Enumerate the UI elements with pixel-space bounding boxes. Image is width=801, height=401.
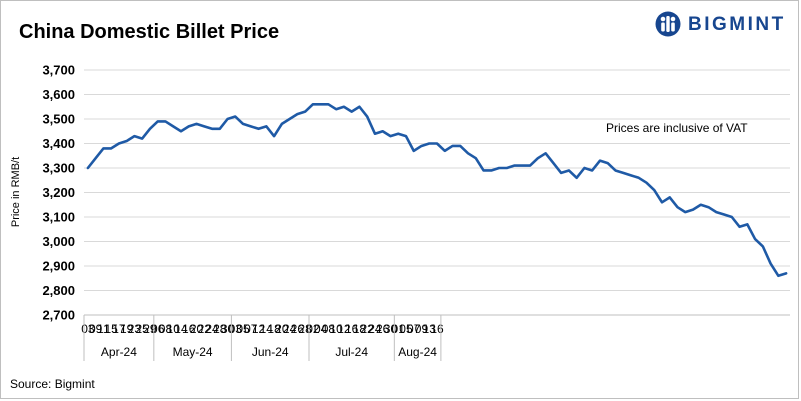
x-tick-label: 01 xyxy=(392,322,406,336)
y-tick-label: 2,900 xyxy=(42,259,75,274)
x-tick-label: 14 xyxy=(260,322,274,336)
x-tick-label: 08 xyxy=(159,322,173,336)
x-tick-label: 16 xyxy=(345,322,359,336)
x-tick-label: 13 xyxy=(423,322,437,336)
x-tick-label: 11 xyxy=(97,322,110,336)
x-tick-label: 24 xyxy=(205,322,219,336)
x-tick-label: 12 xyxy=(252,322,266,336)
y-tick-labels: 2,700 2,800 2,900 3,000 3,100 3,200 3,300 3,400… xyxy=(42,63,75,323)
x-tick-label: 09 xyxy=(89,322,103,336)
x-tick-label: 05 xyxy=(236,322,250,336)
series-group xyxy=(86,103,788,278)
x-tick-label: 03 xyxy=(81,322,95,336)
x-tick-label: 06 xyxy=(151,322,165,336)
source-note: Source: Bigmint xyxy=(10,377,95,391)
brand-logo: BIGMINT xyxy=(654,10,794,40)
x-tick-label: 08 xyxy=(322,322,336,336)
x-tick-label: 16 xyxy=(430,322,444,336)
y-tick-label: 3,300 xyxy=(42,161,75,176)
x-tick-label: 24 xyxy=(368,322,382,336)
x-tick-label: 09 xyxy=(415,322,429,336)
y-tick-label: 3,400 xyxy=(42,136,75,151)
x-axis: 030911151719232529Apr-240608101416202224… xyxy=(81,314,790,361)
y-tick-label: 2,800 xyxy=(42,283,75,298)
x-tick-label: 04 xyxy=(314,322,328,336)
x-tick-label: 07 xyxy=(244,322,258,336)
month-label: May-24 xyxy=(173,345,213,359)
y-tick-label: 2,700 xyxy=(42,308,75,323)
x-tick-label: 23 xyxy=(128,322,142,336)
x-tick-label: 05 xyxy=(399,322,413,336)
month-label: Apr-24 xyxy=(101,345,137,359)
x-tick-label: 07 xyxy=(407,322,421,336)
x-tick-label: 24 xyxy=(283,322,297,336)
x-tick-label: 15 xyxy=(104,322,118,336)
month-label: Aug-24 xyxy=(398,345,437,359)
y-tick-label: 3,500 xyxy=(42,112,75,127)
x-tick-label: 26 xyxy=(376,322,390,336)
brand-mark-icon xyxy=(655,11,681,37)
x-tick-label: 18 xyxy=(267,322,281,336)
x-tick-label: 19 xyxy=(120,322,134,336)
x-tick-label: 02 xyxy=(306,322,320,336)
x-tick-label: 10 xyxy=(329,322,343,336)
series-line xyxy=(86,103,788,278)
chart-title: China Domestic Billet Price xyxy=(19,21,280,43)
x-tick-label: 28 xyxy=(213,322,227,336)
x-tick-label: 25 xyxy=(136,322,150,336)
x-tick-label: 16 xyxy=(182,322,196,336)
x-tick-label: 17 xyxy=(112,322,126,336)
y-tick-label: 3,000 xyxy=(42,234,75,249)
x-tick-label: 18 xyxy=(353,322,367,336)
y-tick-label: 3,700 xyxy=(42,63,75,78)
month-label: Jul-24 xyxy=(335,345,368,359)
vat-annotation: Prices are inclusive of VAT xyxy=(606,121,748,135)
x-tick-label: 10 xyxy=(167,322,181,336)
x-tick-label: 22 xyxy=(360,322,374,336)
brand-name: BIGMINT xyxy=(688,14,786,35)
x-tick-label: 20 xyxy=(275,322,289,336)
x-tick-label: 12 xyxy=(337,322,351,336)
x-tick-label: 14 xyxy=(174,322,188,336)
x-tick-label: 20 xyxy=(190,322,204,336)
y-tick-label: 3,100 xyxy=(42,210,75,225)
x-tick-label: 03 xyxy=(229,322,243,336)
month-label: Jun-24 xyxy=(252,345,289,359)
x-tick-label: 22 xyxy=(198,322,212,336)
y-tick-label: 3,200 xyxy=(42,185,75,200)
x-tick-label: 26 xyxy=(291,322,305,336)
y-tick-label: 3,600 xyxy=(42,87,75,102)
gridlines xyxy=(84,69,790,291)
